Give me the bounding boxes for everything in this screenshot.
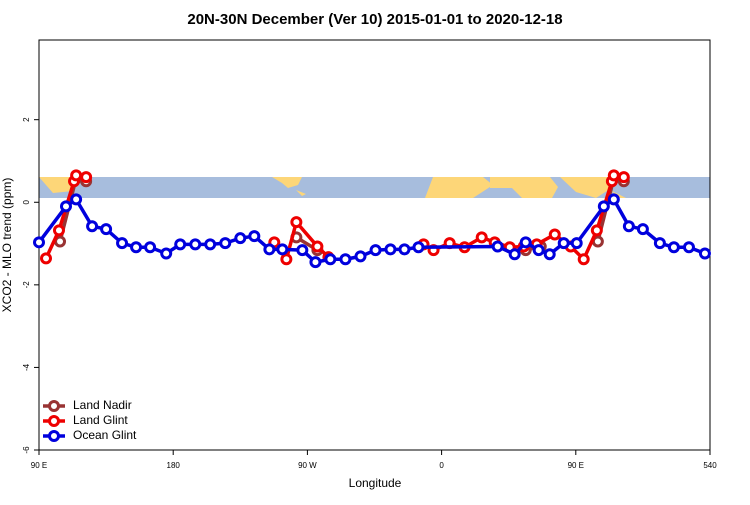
- map-band: [39, 177, 710, 198]
- data-point: [309, 256, 322, 269]
- y-tick-label: 2: [22, 117, 31, 122]
- x-tick-label: 180: [167, 461, 181, 470]
- legend-label: Land Nadir: [73, 398, 132, 412]
- data-point: [607, 169, 620, 182]
- x-axis-label: Longitude: [349, 476, 402, 490]
- data-point: [384, 243, 397, 256]
- data-point: [52, 224, 65, 237]
- data-point: [570, 237, 583, 250]
- data-point: [636, 223, 649, 236]
- data-point: [234, 232, 247, 245]
- data-point: [607, 193, 620, 206]
- data-point: [491, 240, 504, 253]
- data-point: [653, 237, 666, 250]
- y-tick-label: -2: [22, 281, 31, 289]
- legend-label: Ocean Glint: [73, 428, 137, 442]
- y-tick-label: -6: [22, 446, 31, 454]
- x-tick-label: 540: [703, 461, 717, 470]
- data-point: [617, 171, 630, 184]
- data-point: [519, 236, 532, 249]
- data-point: [354, 250, 367, 263]
- data-point: [144, 241, 157, 254]
- data-point: [412, 241, 425, 254]
- data-point: [682, 241, 695, 254]
- data-point: [280, 253, 293, 266]
- data-point: [339, 253, 352, 266]
- data-point: [204, 238, 217, 251]
- data-point: [80, 171, 93, 184]
- data-point: [508, 248, 521, 261]
- x-tick-label: 90 E: [568, 461, 584, 470]
- data-point: [597, 200, 610, 213]
- data-point: [86, 220, 99, 233]
- data-point: [33, 236, 45, 249]
- data-point: [622, 220, 635, 233]
- data-point: [100, 223, 113, 236]
- y-tick-label: 0: [22, 199, 31, 204]
- y-axis-label: XCO2 - MLO trend (ppm): [0, 178, 14, 313]
- data-point: [590, 224, 603, 237]
- data-point: [160, 247, 173, 260]
- data-point: [577, 253, 590, 266]
- data-point: [667, 241, 680, 254]
- data-point: [557, 237, 570, 250]
- data-point: [116, 237, 129, 250]
- data-point: [130, 241, 143, 254]
- data-point: [296, 244, 309, 257]
- legend-marker: [48, 415, 60, 427]
- y-tick-label: -4: [22, 363, 31, 371]
- data-point: [543, 248, 556, 261]
- x-tick-label: 90 W: [298, 461, 317, 470]
- legend-marker: [48, 430, 60, 442]
- data-point: [276, 243, 289, 256]
- data-point: [174, 238, 187, 251]
- data-point: [548, 228, 561, 241]
- data-point: [189, 238, 202, 251]
- legend-marker: [48, 400, 60, 412]
- x-tick-label: 0: [439, 461, 444, 470]
- data-point: [40, 252, 53, 265]
- data-point: [369, 244, 382, 257]
- legend-label: Land Glint: [73, 413, 128, 427]
- data-point: [698, 247, 711, 260]
- data-point: [311, 240, 324, 253]
- data-point: [70, 169, 83, 182]
- data-point: [475, 231, 488, 244]
- data-point: [324, 253, 337, 266]
- chart-title: 20N-30N December (Ver 10) 2015-01-01 to …: [187, 11, 562, 28]
- data-point: [398, 243, 411, 256]
- data-point: [59, 200, 72, 213]
- data-point: [290, 216, 303, 229]
- data-point: [219, 237, 232, 250]
- x-tick-label: 90 E: [31, 461, 47, 470]
- data-point: [248, 230, 261, 243]
- data-point: [532, 244, 545, 257]
- data-point: [70, 193, 83, 206]
- data-point: [263, 243, 276, 256]
